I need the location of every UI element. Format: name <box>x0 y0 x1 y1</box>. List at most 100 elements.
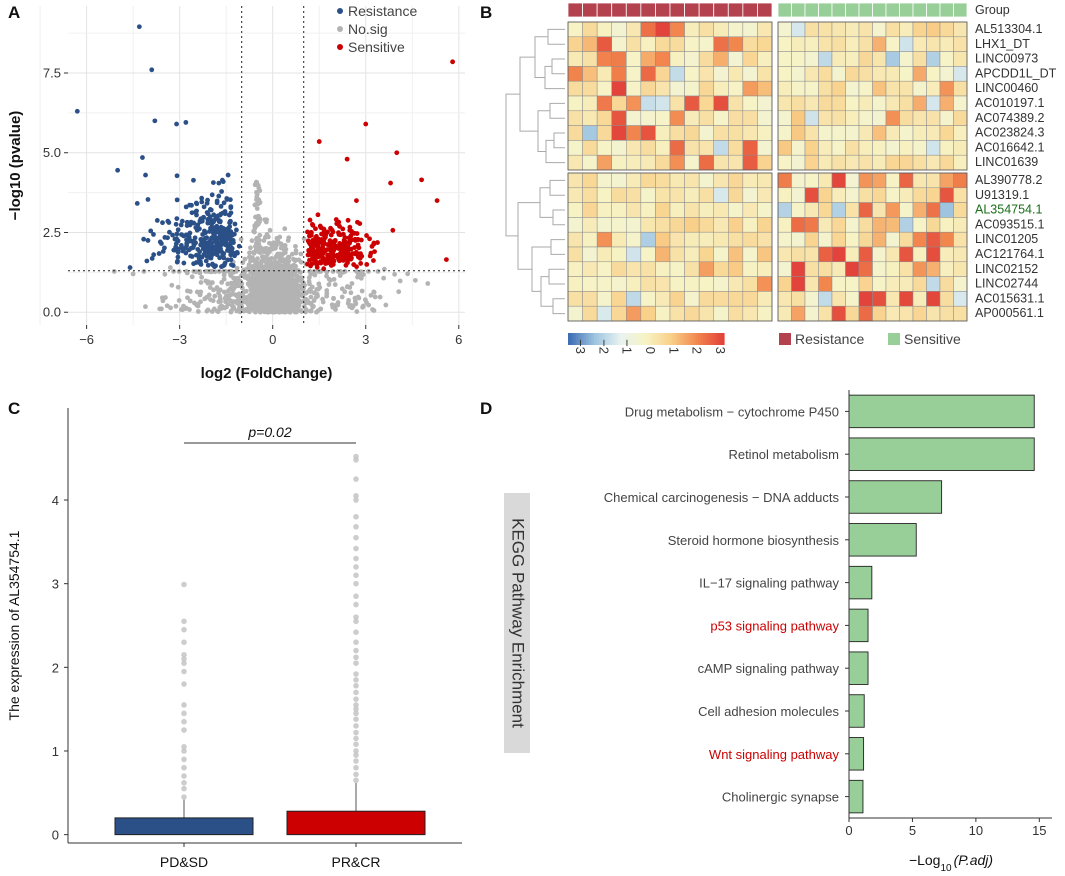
x-axis-title: −Log10 (P.adj) <box>909 852 993 874</box>
point-nosig <box>337 273 343 278</box>
heatmap-cell <box>757 246 773 263</box>
x-tick-label: −6 <box>79 332 94 347</box>
point-sensitive <box>318 260 324 266</box>
outlier-point <box>353 716 359 722</box>
heatmap-cell <box>804 66 819 82</box>
point-nosig <box>339 294 345 300</box>
point-nosig <box>245 275 251 281</box>
heatmap-cell <box>626 231 642 248</box>
heatmap-cell <box>926 246 941 263</box>
point-sensitive <box>316 139 322 144</box>
point-resistance <box>213 263 218 269</box>
heatmap-cell <box>953 261 968 277</box>
point-resistance <box>162 235 168 240</box>
heatmap-cell <box>582 140 598 156</box>
point-nosig <box>278 266 283 271</box>
point-nosig <box>320 299 326 305</box>
outlier-point <box>353 771 359 778</box>
kegg-title: KEGG Pathway Enrichment <box>509 518 528 728</box>
point-resistance <box>201 204 207 210</box>
heatmap-cell <box>872 21 887 38</box>
point-nosig <box>176 298 182 303</box>
legend-label: Resistance <box>348 3 417 19</box>
point-nosig <box>372 294 378 300</box>
heatmap-cell <box>567 140 583 156</box>
heatmap-cell <box>742 110 758 126</box>
heatmap-cell <box>640 246 656 263</box>
point-nosig <box>275 253 281 259</box>
heatmap-cell <box>818 154 833 171</box>
color-scale-step <box>617 333 621 345</box>
heatmap-cell <box>713 291 729 307</box>
heatmap-cell <box>655 80 671 97</box>
group-bar-cell <box>818 2 833 18</box>
p-value-label: p=0.02 <box>247 424 291 440</box>
outlier-point <box>353 639 359 646</box>
point-nosig <box>301 304 307 310</box>
heatmap-cell <box>611 276 627 292</box>
heatmap-cell <box>669 217 685 233</box>
heatmap-cell <box>818 21 833 38</box>
heatmap-cell <box>858 217 873 233</box>
heatmap-cell <box>669 291 685 307</box>
kegg-bar <box>848 480 943 514</box>
heatmap-cell <box>872 291 887 307</box>
color-scale-step <box>578 333 582 345</box>
point-nosig <box>261 295 267 300</box>
point-resistance <box>187 202 193 208</box>
group-bar-cell <box>640 2 656 18</box>
heatmap-cell <box>728 187 744 203</box>
heatmap-cell <box>669 110 685 126</box>
y-tick-label: 2 <box>52 660 59 675</box>
group-bar-cell <box>939 2 954 18</box>
color-scale-step <box>627 333 631 345</box>
heatmap-cell <box>567 36 583 52</box>
point-resistance <box>199 242 205 248</box>
point-resistance <box>202 228 207 234</box>
point-resistance <box>192 235 198 241</box>
point-nosig <box>254 206 260 211</box>
point-sensitive <box>357 255 363 261</box>
heatmap-cell <box>567 51 583 67</box>
heatmap-cell <box>757 276 773 292</box>
point-nosig <box>241 267 246 273</box>
heatmap-cell <box>818 217 833 233</box>
point-nosig <box>371 289 377 295</box>
heatmap-cell <box>582 36 598 52</box>
point-nosig <box>255 256 260 262</box>
point-nosig <box>308 308 314 314</box>
point-resistance <box>218 246 223 252</box>
heatmap-cell <box>804 80 819 97</box>
heatmap-cell <box>831 51 846 67</box>
heatmap-cell <box>596 80 612 97</box>
heatmap-cell <box>804 276 819 292</box>
heatmap-cell <box>611 154 627 171</box>
x-tick-label: PD&SD <box>160 854 208 870</box>
heatmap-cell <box>567 21 583 38</box>
point-nosig <box>248 245 253 251</box>
heatmap-cell <box>655 246 671 263</box>
point-resistance <box>203 258 209 264</box>
heatmap-cell <box>596 202 612 218</box>
heatmap-cell <box>655 187 671 203</box>
color-scale-step <box>583 333 587 345</box>
point-nosig <box>247 303 253 309</box>
color-scale-step <box>586 333 590 345</box>
point-sensitive <box>434 198 440 203</box>
group-bar-cell <box>596 2 613 18</box>
heatmap-cell <box>640 305 656 322</box>
heatmap-cell <box>684 187 700 203</box>
point-nosig <box>331 276 337 282</box>
heatmap-cell <box>713 95 729 112</box>
heatmap-cell <box>655 95 671 112</box>
heatmap-cell <box>939 21 954 38</box>
point-nosig <box>283 294 289 300</box>
point-nosig <box>181 303 186 309</box>
outlier-point <box>181 651 187 658</box>
heatmap-cell <box>698 140 714 156</box>
point-sensitive <box>345 243 350 248</box>
point-sensitive <box>371 258 376 263</box>
heatmap-cell <box>899 66 914 82</box>
point-sensitive <box>325 252 331 258</box>
heatmap-cell <box>872 231 887 248</box>
